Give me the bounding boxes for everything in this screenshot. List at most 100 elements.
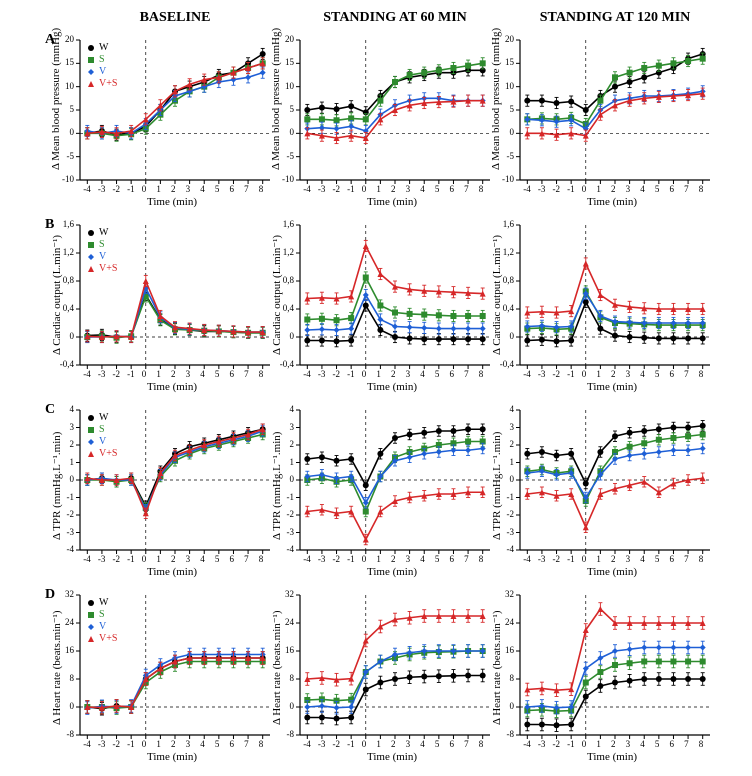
xtick: 7 — [244, 554, 249, 564]
xtick: 8 — [259, 739, 264, 749]
figure: BASELINESTANDING AT 60 MINSTANDING AT 12… — [0, 0, 752, 776]
ytick: 32 — [65, 589, 74, 599]
y-axis-label: Δ TPR (mmHg.L⁻¹.min) — [50, 432, 63, 540]
xtick: -3 — [538, 369, 546, 379]
x-axis-label: Time (min) — [147, 751, 197, 763]
xtick: 8 — [479, 369, 484, 379]
ytick: 20 — [65, 34, 74, 44]
xtick: -4 — [83, 184, 91, 194]
ytick: 0 — [510, 331, 515, 341]
xtick: -3 — [538, 184, 546, 194]
xtick: -3 — [98, 369, 106, 379]
xtick: -4 — [83, 554, 91, 564]
ytick: 1,2 — [503, 247, 514, 257]
x-axis-label: Time (min) — [587, 751, 637, 763]
legend: WSVV+S — [86, 597, 117, 645]
ytick: -5 — [67, 151, 75, 161]
x-axis-label: Time (min) — [147, 381, 197, 393]
y-axis-label: Δ Mean blood pressure (mmHg) — [270, 28, 282, 170]
xtick: 2 — [611, 184, 616, 194]
ytick: 24 — [65, 617, 74, 627]
ytick: 1,6 — [283, 219, 294, 229]
xtick: -2 — [553, 184, 561, 194]
xtick: 4 — [640, 554, 645, 564]
xtick: 4 — [200, 554, 205, 564]
xtick: 1 — [596, 369, 601, 379]
xtick: 2 — [391, 184, 396, 194]
xtick: 3 — [626, 554, 631, 564]
ytick: 5 — [70, 104, 75, 114]
ytick: 3 — [70, 422, 75, 432]
xtick: 6 — [669, 184, 674, 194]
panel-B-1 — [300, 225, 490, 365]
y-axis-label: Δ Mean blood pressure (mmHg) — [50, 28, 62, 170]
xtick: 4 — [640, 739, 645, 749]
column-header-0: BASELINE — [60, 10, 290, 26]
xtick: 3 — [406, 184, 411, 194]
y-axis-label: Δ TPR (mmHg.L⁻¹.min) — [270, 432, 283, 540]
xtick: -1 — [567, 369, 575, 379]
xtick: -2 — [113, 554, 121, 564]
xtick: -2 — [553, 739, 561, 749]
xtick: 5 — [215, 554, 220, 564]
xtick: -3 — [318, 184, 326, 194]
row-letter-B: B — [45, 217, 54, 233]
xtick: 1 — [156, 369, 161, 379]
xtick: 8 — [259, 184, 264, 194]
xtick: 1 — [596, 739, 601, 749]
xtick: 1 — [376, 184, 381, 194]
ytick: -5 — [507, 151, 515, 161]
y-axis-label: Δ Heart rate (beats.min⁻¹) — [490, 610, 503, 725]
xtick: 8 — [699, 739, 704, 749]
xtick: 8 — [479, 554, 484, 564]
panel-C-1 — [300, 410, 490, 550]
ytick: 1,2 — [63, 247, 74, 257]
xtick: 8 — [259, 554, 264, 564]
xtick: 6 — [449, 739, 454, 749]
ytick: -3 — [67, 527, 75, 537]
xtick: -2 — [333, 739, 341, 749]
xtick: 1 — [156, 739, 161, 749]
xtick: -2 — [333, 184, 341, 194]
xtick: -1 — [347, 739, 355, 749]
xtick: 6 — [229, 369, 234, 379]
xtick: 1 — [596, 184, 601, 194]
xtick: 6 — [229, 554, 234, 564]
ytick: 32 — [285, 589, 294, 599]
xtick: -3 — [538, 554, 546, 564]
panel-B-2 — [520, 225, 710, 365]
xtick: 6 — [669, 739, 674, 749]
ytick: 1,6 — [503, 219, 514, 229]
xtick: 1 — [596, 554, 601, 564]
xtick: 7 — [464, 554, 469, 564]
y-axis-label: Δ Heart rate (beats.min⁻¹) — [270, 610, 283, 725]
xtick: 2 — [171, 554, 176, 564]
ytick: 0 — [70, 701, 75, 711]
ytick: 0,4 — [503, 303, 514, 313]
ytick: 0 — [70, 474, 75, 484]
y-axis-label: Δ Heart rate (beats.min⁻¹) — [50, 610, 63, 725]
x-axis-label: Time (min) — [147, 566, 197, 578]
x-axis-label: Time (min) — [367, 751, 417, 763]
xtick: 7 — [244, 184, 249, 194]
xtick: -4 — [523, 554, 531, 564]
xtick: 6 — [229, 739, 234, 749]
x-axis-label: Time (min) — [587, 381, 637, 393]
xtick: 6 — [449, 184, 454, 194]
ytick: 15 — [65, 57, 74, 67]
ytick: -0,4 — [500, 359, 514, 369]
xtick: 4 — [420, 554, 425, 564]
ytick: 0,8 — [283, 275, 294, 285]
xtick: -3 — [98, 184, 106, 194]
ytick: -1 — [287, 492, 295, 502]
xtick: 1 — [156, 554, 161, 564]
xtick: -4 — [523, 739, 531, 749]
x-axis-label: Time (min) — [367, 566, 417, 578]
xtick: 3 — [406, 369, 411, 379]
xtick: 5 — [655, 369, 660, 379]
xtick: 0 — [142, 739, 147, 749]
xtick: 0 — [582, 554, 587, 564]
ytick: 0 — [290, 127, 295, 137]
xtick: 2 — [391, 369, 396, 379]
xtick: 7 — [684, 739, 689, 749]
